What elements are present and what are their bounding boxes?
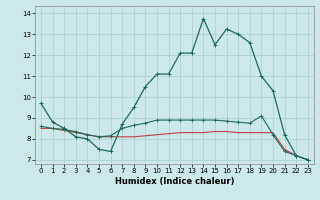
X-axis label: Humidex (Indice chaleur): Humidex (Indice chaleur) [115, 177, 234, 186]
